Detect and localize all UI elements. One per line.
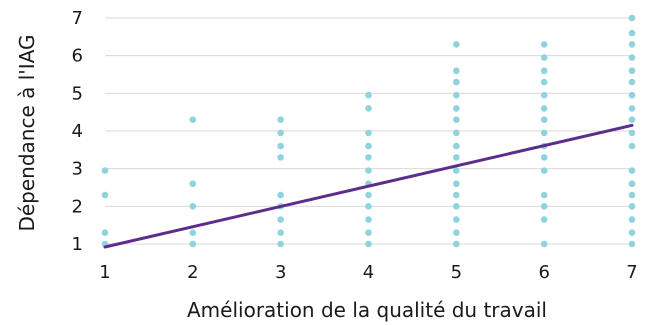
x-tick-label: 2: [187, 262, 198, 283]
data-point: [453, 129, 460, 137]
data-point: [628, 203, 636, 210]
data-point: [540, 91, 548, 99]
data-point: [453, 154, 460, 161]
data-point: [101, 167, 109, 174]
data-point: [453, 116, 460, 123]
data-point: [365, 191, 372, 199]
data-point: [453, 91, 460, 99]
y-tick-label: 4: [72, 121, 83, 142]
x-tick-label: 5: [451, 262, 462, 283]
x-tick-label: 3: [275, 262, 286, 283]
data-point: [453, 41, 460, 48]
data-point: [365, 203, 372, 210]
data-point: [540, 67, 548, 75]
data-point: [628, 105, 636, 112]
y-tick-label: 2: [72, 196, 83, 217]
x-axis-title: Amélioration de la qualité du travail: [187, 298, 547, 322]
data-point: [277, 240, 284, 248]
data-point: [189, 203, 197, 210]
y-tick-labels: 1 2 3 4 5 6 7: [72, 8, 83, 255]
data-point: [277, 142, 284, 150]
data-point: [453, 105, 460, 112]
data-point: [540, 105, 548, 112]
trendline: [103, 123, 634, 249]
data-point: [453, 167, 460, 174]
y-axis-title: Dépendance à l'IAG: [15, 34, 39, 231]
data-point: [628, 191, 636, 199]
data-point: [628, 180, 636, 188]
data-point: [365, 216, 372, 223]
data-point: [540, 154, 548, 161]
data-point: [628, 54, 636, 61]
data-point: [453, 191, 460, 199]
data-point: [189, 229, 197, 236]
data-point: [540, 54, 548, 61]
data-point: [189, 116, 197, 123]
y-tick-label: 6: [72, 46, 83, 67]
data-point: [540, 216, 548, 223]
data-point: [540, 167, 548, 174]
data-point: [628, 142, 636, 150]
data-point: [365, 229, 372, 236]
data-point: [628, 14, 636, 22]
x-tick-label: 1: [99, 262, 110, 283]
data-point: [540, 240, 548, 248]
data-point: [277, 216, 284, 223]
data-point: [628, 129, 636, 137]
data-point: [453, 229, 460, 236]
data-point: [189, 180, 197, 188]
x-tick-label: 4: [363, 262, 374, 283]
data-point: [365, 91, 372, 99]
data-point: [453, 240, 460, 248]
data-point: [453, 67, 460, 75]
y-tick-label: 5: [72, 83, 83, 104]
trendline-group: [103, 123, 634, 249]
data-point: [453, 203, 460, 210]
data-point: [628, 29, 636, 37]
data-point: [628, 167, 636, 174]
data-point: [628, 41, 636, 48]
data-point: [365, 105, 372, 112]
data-point: [277, 191, 284, 199]
data-point: [628, 116, 636, 123]
data-point: [277, 116, 284, 123]
data-point: [628, 78, 636, 86]
x-tick-labels: 1 2 3 4 5 6 7: [99, 262, 637, 283]
data-point: [540, 129, 548, 137]
data-point: [453, 216, 460, 223]
data-point: [540, 78, 548, 86]
y-tick-label: 7: [72, 8, 83, 29]
data-points: [101, 14, 636, 248]
data-point: [189, 240, 197, 248]
data-point: [540, 203, 548, 210]
data-point: [628, 229, 636, 236]
data-point: [277, 154, 284, 161]
data-point: [101, 191, 109, 199]
data-point: [628, 216, 636, 223]
data-point: [365, 154, 372, 161]
y-tick-label: 3: [72, 159, 83, 180]
data-point: [365, 240, 372, 248]
data-point: [453, 142, 460, 150]
data-point: [365, 167, 372, 174]
data-point: [101, 229, 109, 236]
data-point: [453, 180, 460, 188]
data-point: [540, 41, 548, 48]
data-point: [540, 116, 548, 123]
data-point: [540, 191, 548, 199]
data-point: [453, 78, 460, 86]
x-tick-label: 7: [626, 262, 637, 283]
data-point: [628, 240, 636, 248]
data-point: [277, 229, 284, 236]
y-tick-label: 1: [72, 234, 83, 255]
x-tick-label: 6: [538, 262, 549, 283]
data-point: [365, 129, 372, 137]
data-point: [628, 91, 636, 99]
data-point: [365, 142, 372, 150]
data-point: [277, 129, 284, 137]
data-point: [628, 67, 636, 75]
